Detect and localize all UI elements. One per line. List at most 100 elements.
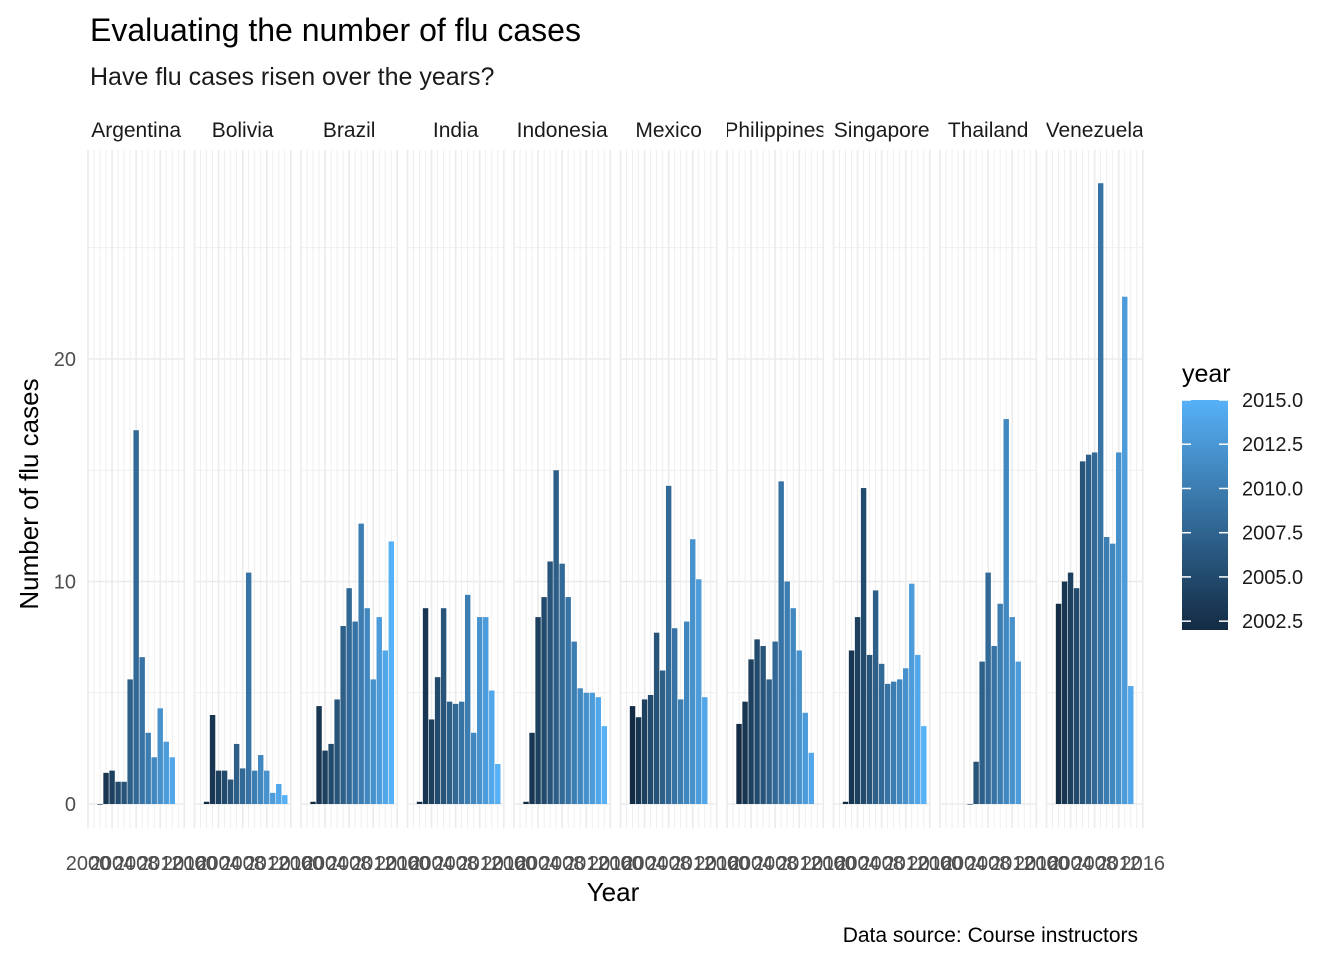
bar [109,770,115,804]
facet-panels: Argentina20002004200820122016Bolivia2000… [66,119,1165,875]
bar [209,715,216,804]
bar [1079,461,1086,804]
bar [1073,588,1080,804]
bar [997,603,1003,804]
bar [169,757,175,804]
bar [872,590,879,804]
bar [440,608,447,804]
bar [848,650,855,804]
x-tick-label: 2016 [375,853,420,875]
legend-colorbar [1182,400,1228,630]
bar [1097,183,1104,805]
bar [163,741,169,804]
bar [601,726,607,804]
color-legend: year 2015.0 2012.5 2010.0 2007.5 2005.0 2002.… [1182,360,1303,633]
bar [97,804,103,805]
bar [1085,454,1092,804]
bar [772,641,778,804]
bar [808,752,814,804]
y-tick-label: 0 [65,794,76,816]
bar [464,594,471,804]
x-axis-title: Year [587,877,640,907]
bar [376,617,382,804]
bar [446,701,453,804]
x-tick-label: 2012 [244,853,289,875]
facet-label: Mexico [635,119,702,142]
bar [866,654,873,804]
bar [766,679,772,804]
x-tick-label: 2004 [516,853,561,875]
bar [790,608,796,804]
x-tick-label: 2008 [1072,853,1117,875]
x-tick-label: 2008 [327,853,372,875]
bar [589,692,595,804]
bar [541,597,547,804]
x-tick-label: 2008 [114,853,159,875]
bar [742,701,748,804]
y-tick-label: 10 [54,572,76,594]
bar [523,801,529,804]
legend-label: 2007.5 [1242,523,1303,545]
x-tick-label: 2004 [409,853,454,875]
x-tick-label: 2000 [385,853,430,875]
bar [328,743,334,804]
bar [322,750,328,804]
bar [1015,661,1021,804]
bar [1055,603,1062,804]
bar [979,661,985,804]
bar [665,485,672,804]
bar [239,768,246,804]
bar [233,743,240,804]
bar [1122,296,1128,804]
bar [696,579,702,804]
bar [1103,537,1110,804]
bar [157,708,163,804]
y-axis: 0 10 20 [54,349,76,816]
bar [595,697,601,804]
x-tick-label: 2004 [835,853,880,875]
bar [1128,686,1134,804]
bar [1116,452,1122,804]
legend-label: 2012.5 [1242,434,1303,456]
bar [264,770,270,804]
bar [535,617,541,804]
x-tick-label: 2012 [457,853,502,875]
bar [115,781,121,804]
bar [985,572,991,804]
x-tick-label: 2016 [162,853,207,875]
bar [659,670,666,804]
x-tick-label: 2000 [66,853,111,875]
chart-title: Evaluating the number of flu cases [90,12,581,48]
bar [909,583,915,804]
x-tick-label: 2016 [1014,853,1059,875]
bar [316,706,322,804]
bar [1009,617,1015,804]
bar [151,757,157,804]
x-tick-label: 2012 [777,853,822,875]
bar [690,539,696,804]
bar [334,699,340,804]
x-tick-label: 2008 [220,853,265,875]
bar [221,770,228,804]
x-tick-label: 2004 [303,853,348,875]
chart-caption: Data source: Course instructors [843,924,1138,947]
x-tick-label: 2012 [138,853,183,875]
bar [477,617,483,804]
x-tick-label: 2000 [279,853,324,875]
bar [748,659,754,804]
facet-label: Thailand [948,119,1029,142]
bar [1109,543,1116,804]
legend-title: year [1182,360,1231,388]
bar [489,690,495,804]
legend-label: 2002.5 [1242,611,1303,633]
bar [370,679,376,804]
chart-subtitle: Have flu cases risen over the years? [90,63,494,91]
